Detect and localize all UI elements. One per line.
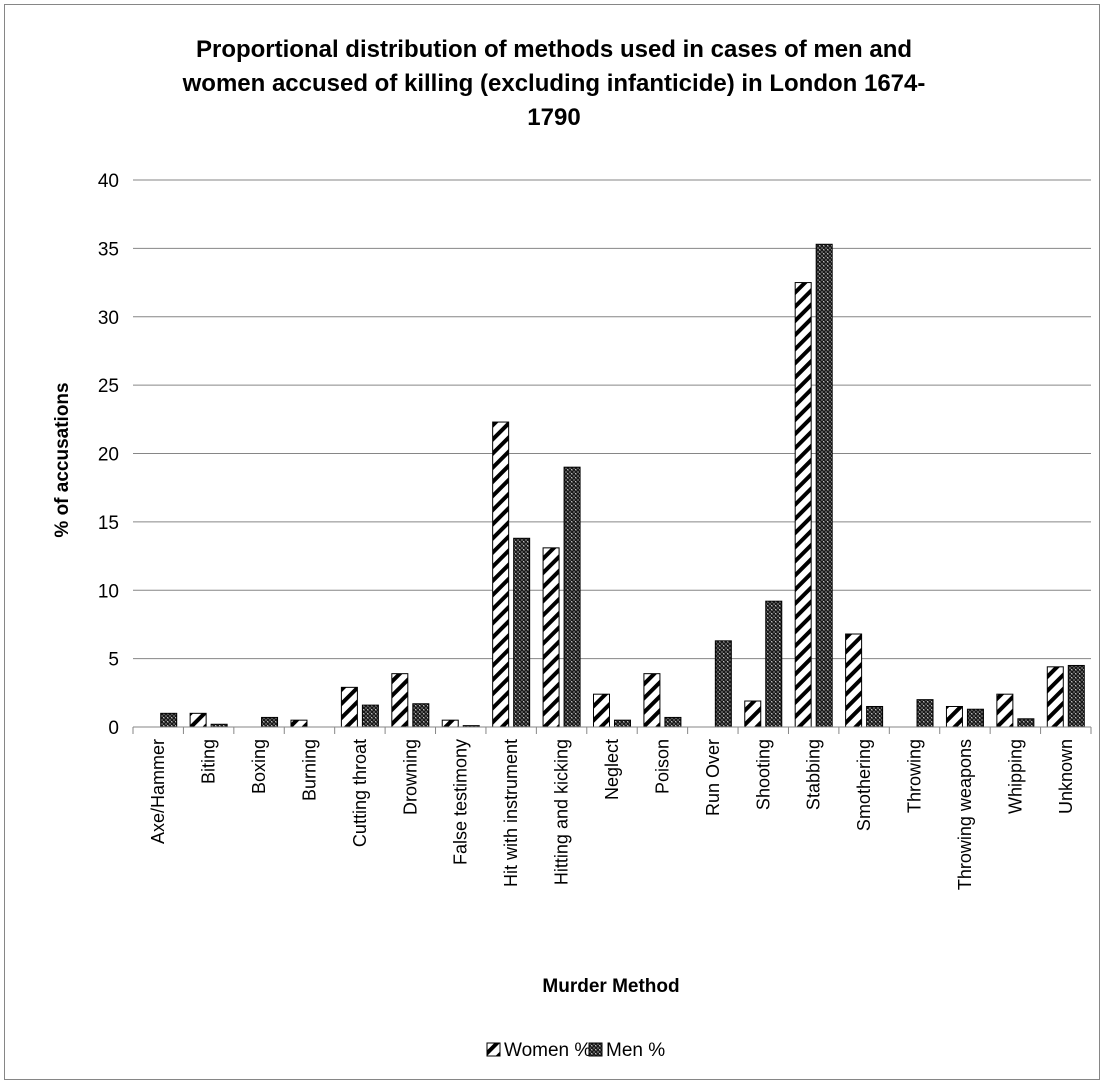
x-category-label: False testimony: [451, 739, 471, 865]
bar-men: [412, 703, 430, 728]
y-tick-label: 0: [108, 718, 119, 739]
gridlines: [133, 179, 1091, 660]
bar-women: [441, 719, 459, 728]
bar-women: [542, 547, 560, 728]
bar-men: [261, 716, 279, 728]
legend-swatch-men: [588, 1042, 603, 1057]
x-category-label: Axe/Hammer: [148, 739, 168, 844]
chart-frame: Proportional distribution of methods use…: [4, 4, 1100, 1080]
bar-women: [340, 686, 358, 728]
x-category-label: Shooting: [753, 739, 773, 810]
x-axis: [132, 726, 1092, 734]
legend-label-women: Women %: [504, 1040, 591, 1061]
bar-men: [765, 600, 783, 728]
legend: Women % Men %: [486, 1040, 665, 1061]
x-category-label: Neglect: [602, 739, 622, 800]
bar-women: [391, 673, 409, 728]
y-tick-label: 5: [108, 650, 119, 671]
x-category-label: Burning: [299, 739, 319, 801]
legend-swatch-women: [486, 1042, 501, 1057]
y-tick-label: 10: [98, 581, 119, 602]
y-tick-label: 20: [98, 445, 119, 466]
y-tick-label: 40: [98, 171, 119, 192]
bar-men: [361, 704, 379, 728]
y-axis-title: % of accusations: [52, 382, 73, 537]
x-category-label: Unknown: [1056, 739, 1076, 814]
x-category-label: Cutting throat: [350, 739, 370, 847]
bar-men: [714, 640, 732, 728]
x-category-label: Biting: [199, 739, 219, 784]
bar-men: [160, 712, 178, 728]
x-category-label: Whipping: [1005, 739, 1025, 814]
x-category-label: Poison: [652, 739, 672, 794]
bar-women: [189, 712, 207, 728]
bar-women: [845, 633, 863, 728]
y-tick-label: 30: [98, 308, 119, 329]
bar-women: [1046, 666, 1064, 728]
bar-men: [966, 708, 984, 728]
bar-women: [744, 700, 762, 728]
x-category-label: Hitting and kicking: [552, 739, 572, 885]
y-axis-ticks: 0 5 10 15 20 25 30 35 40: [98, 171, 119, 739]
chart-title-line-1: Proportional distribution of methods use…: [196, 36, 912, 63]
y-tick-label: 25: [98, 376, 119, 397]
x-axis-title: Murder Method: [542, 976, 679, 997]
bar-women: [794, 282, 812, 728]
bar-women: [643, 673, 661, 728]
bar-women: [290, 719, 308, 728]
bar-women: [945, 705, 963, 728]
x-category-label: Run Over: [703, 739, 723, 816]
x-category-label: Smothering: [854, 739, 874, 831]
x-axis-category-labels: Axe/Hammer Biting Boxing Burning Cutting thr…: [148, 739, 1076, 890]
bar-men: [563, 466, 581, 728]
bar-men: [1067, 664, 1085, 728]
bar-women: [996, 693, 1014, 728]
x-category-label: Hit with instrument: [501, 739, 521, 887]
x-category-label: Drowning: [400, 739, 420, 815]
bar-women: [593, 693, 610, 728]
chart: Proportional distribution of methods use…: [52, 36, 1092, 1061]
bar-men: [916, 699, 934, 728]
chart-title-line-2: women accused of killing (excluding infa…: [182, 70, 926, 97]
x-category-label: Boxing: [249, 739, 269, 794]
bar-men: [866, 705, 884, 728]
bar-men: [815, 243, 833, 728]
x-category-label: Throwing: [905, 739, 925, 813]
legend-label-men: Men %: [606, 1040, 665, 1061]
x-category-label: Stabbing: [804, 739, 824, 810]
bar-men: [1017, 718, 1035, 728]
bars: [160, 243, 1085, 728]
bar-men: [614, 719, 631, 728]
x-category-label: Throwing weapons: [955, 739, 975, 890]
bar-men: [664, 716, 682, 728]
bar-men: [513, 537, 531, 728]
y-tick-label: 35: [98, 239, 119, 260]
chart-title-line-3: 1790: [527, 104, 580, 131]
bar-women: [492, 421, 510, 728]
y-tick-label: 15: [98, 513, 119, 534]
